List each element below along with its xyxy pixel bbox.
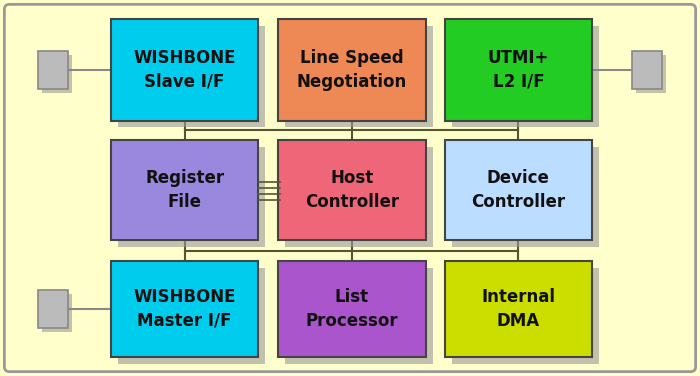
FancyBboxPatch shape [286, 26, 433, 127]
Text: Host
Controller: Host Controller [305, 169, 399, 211]
FancyBboxPatch shape [118, 147, 265, 247]
FancyBboxPatch shape [452, 147, 599, 247]
FancyBboxPatch shape [42, 55, 72, 93]
Text: Internal
DMA: Internal DMA [482, 288, 555, 330]
Text: Register
File: Register File [145, 169, 224, 211]
FancyBboxPatch shape [452, 26, 599, 127]
FancyBboxPatch shape [118, 26, 265, 127]
FancyBboxPatch shape [111, 140, 258, 240]
FancyBboxPatch shape [286, 147, 433, 247]
FancyBboxPatch shape [444, 140, 592, 240]
Text: UTMI+
L2 I/F: UTMI+ L2 I/F [488, 49, 549, 91]
Text: List
Processor: List Processor [306, 288, 398, 330]
FancyBboxPatch shape [636, 55, 666, 93]
FancyBboxPatch shape [38, 290, 68, 328]
FancyBboxPatch shape [286, 268, 433, 364]
FancyBboxPatch shape [279, 140, 426, 240]
FancyBboxPatch shape [42, 294, 72, 332]
FancyBboxPatch shape [111, 261, 258, 357]
FancyBboxPatch shape [118, 268, 265, 364]
FancyBboxPatch shape [632, 51, 662, 89]
Text: WISHBONE
Master I/F: WISHBONE Master I/F [134, 288, 236, 330]
FancyBboxPatch shape [452, 268, 599, 364]
FancyBboxPatch shape [111, 19, 258, 120]
FancyBboxPatch shape [38, 51, 68, 89]
Text: Device
Controller: Device Controller [471, 169, 566, 211]
FancyBboxPatch shape [444, 261, 592, 357]
Text: WISHBONE
Slave I/F: WISHBONE Slave I/F [134, 49, 236, 91]
FancyBboxPatch shape [279, 261, 426, 357]
Text: Line Speed
Negotiation: Line Speed Negotiation [297, 49, 407, 91]
FancyBboxPatch shape [279, 19, 426, 120]
FancyBboxPatch shape [4, 5, 696, 371]
FancyBboxPatch shape [444, 19, 592, 120]
